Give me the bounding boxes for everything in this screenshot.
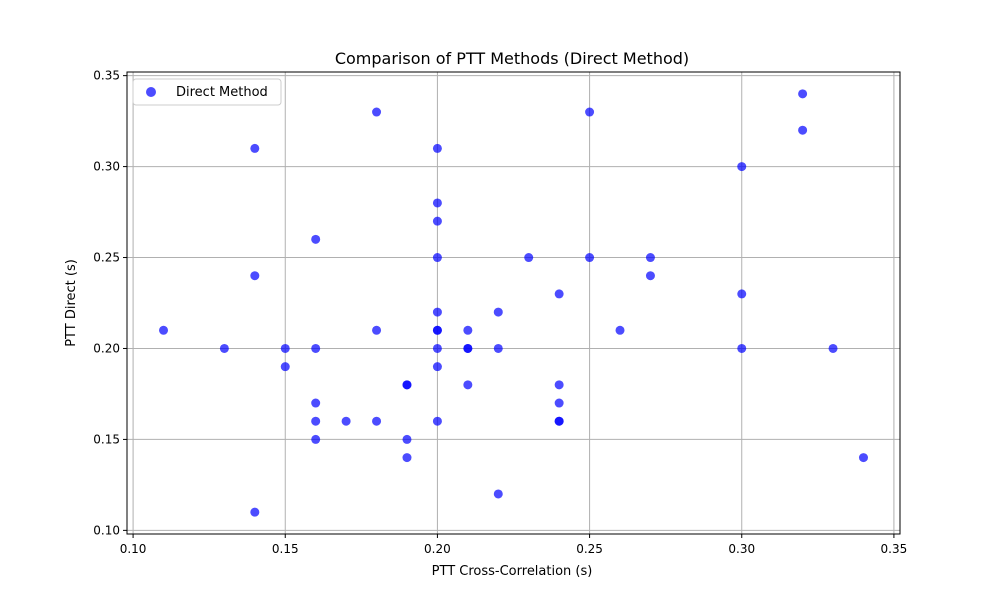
- legend-label: Direct Method: [176, 85, 268, 100]
- scatter-point: [615, 325, 625, 335]
- legend-marker: [146, 87, 156, 97]
- scatter-point: [219, 343, 229, 353]
- scatter-point: [585, 107, 595, 117]
- x-tick-label: 0.25: [576, 542, 603, 556]
- scatter-point: [585, 253, 595, 263]
- legend-box: [132, 78, 282, 106]
- scatter-point: [737, 289, 747, 299]
- scatter-point: [311, 343, 321, 353]
- scatter-point: [311, 398, 321, 408]
- scatter-point: [645, 253, 655, 263]
- scatter-point: [402, 380, 412, 390]
- scatter-point: [737, 343, 747, 353]
- scatter-point: [250, 507, 260, 517]
- scatter-point: [524, 253, 534, 263]
- x-tick-label: 0.35: [881, 542, 908, 556]
- scatter-point: [432, 416, 442, 426]
- scatter-point: [311, 434, 321, 444]
- scatter-point: [432, 253, 442, 263]
- scatter-point: [250, 143, 260, 153]
- scatter-point: [372, 107, 382, 117]
- scatter-point: [432, 143, 442, 153]
- scatter-point: [493, 489, 503, 499]
- scatter-point: [372, 416, 382, 426]
- legend: Direct Method: [132, 78, 282, 106]
- scatter-point: [554, 380, 564, 390]
- y-axis-label: PTT Direct (s): [64, 259, 79, 347]
- scatter-point: [798, 125, 808, 135]
- scatter-point: [250, 271, 260, 281]
- scatter-point: [554, 398, 564, 408]
- scatter-point: [554, 416, 564, 426]
- scatter-point: [341, 416, 351, 426]
- scatter-point: [311, 234, 321, 244]
- scatter-point: [402, 434, 412, 444]
- scatter-point: [402, 453, 412, 463]
- scatter-point: [280, 343, 290, 353]
- ticks-layer: 0.10 0.15 0.20 0.25 0.30 0.35 0.10 0.15 0.20 0.25…: [93, 69, 907, 556]
- scatter-point: [432, 216, 442, 226]
- scatter-point: [432, 198, 442, 208]
- x-tick-label: 0.15: [272, 542, 299, 556]
- scatter-point: [280, 362, 290, 372]
- x-axis-label: PTT Cross-Correlation (s): [432, 564, 593, 579]
- x-tick-label: 0.10: [120, 542, 147, 556]
- scatter-point: [858, 453, 868, 463]
- scatter-point: [463, 380, 473, 390]
- scatter-point: [463, 343, 473, 353]
- scatter-point: [828, 343, 838, 353]
- chart-title: Comparison of PTT Methods (Direct Method…: [335, 49, 689, 68]
- y-tick-label: 0.15: [93, 432, 120, 446]
- scatter-point: [645, 271, 655, 281]
- scatter-point: [432, 325, 442, 335]
- x-tick-label: 0.30: [728, 542, 755, 556]
- scatter-point: [159, 325, 169, 335]
- scatter-point: [493, 307, 503, 317]
- points-layer: [159, 89, 868, 517]
- y-tick-label: 0.30: [93, 160, 120, 174]
- plot-frame: [126, 71, 901, 535]
- y-tick-label: 0.25: [93, 251, 120, 265]
- scatter-point: [432, 343, 442, 353]
- scatter-point: [493, 343, 503, 353]
- y-tick-label: 0.20: [93, 341, 120, 355]
- scatter-point: [554, 289, 564, 299]
- scatter-point: [737, 162, 747, 172]
- y-tick-label: 0.35: [93, 69, 120, 83]
- scatter-point: [798, 89, 808, 99]
- y-tick-label: 0.10: [93, 523, 120, 537]
- scatter-point: [432, 362, 442, 372]
- scatter-point: [432, 307, 442, 317]
- scatter-point: [311, 416, 321, 426]
- x-tick-label: 0.20: [424, 542, 451, 556]
- scatter-point: [372, 325, 382, 335]
- scatter-point: [463, 325, 473, 335]
